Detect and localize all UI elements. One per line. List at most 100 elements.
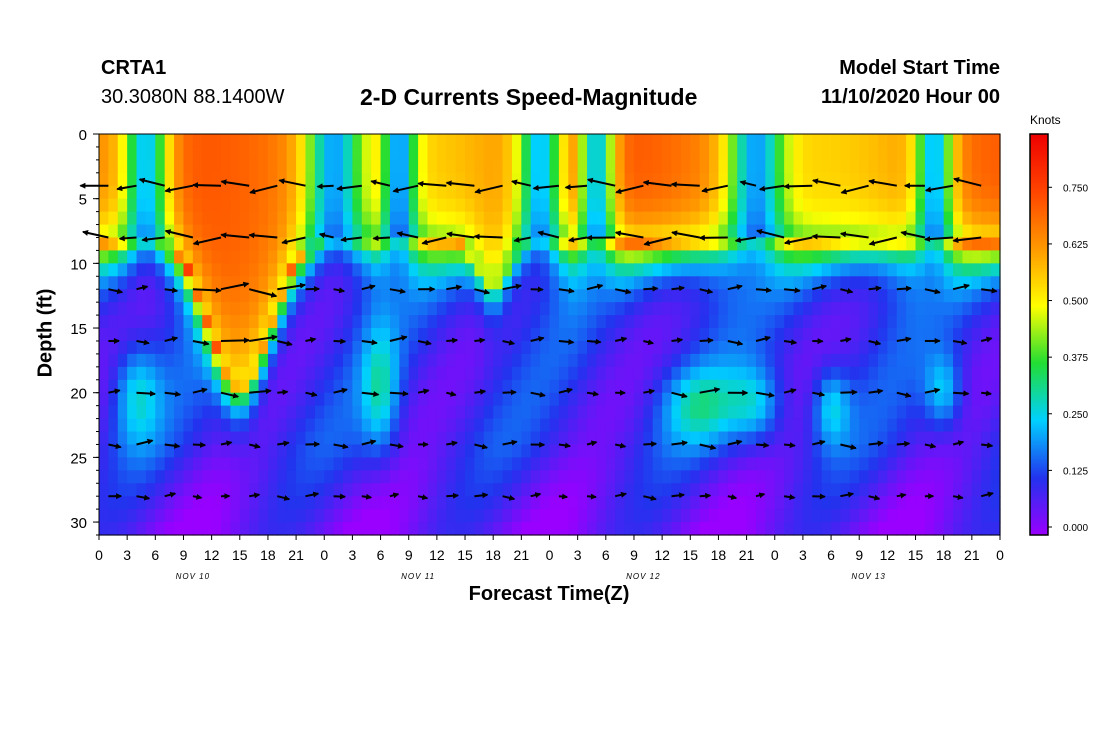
heatmap-cell — [249, 392, 260, 407]
heatmap-cell — [511, 185, 522, 200]
heatmap-cell — [286, 263, 297, 277]
heatmap-cell — [802, 522, 813, 536]
heatmap-cell — [971, 353, 982, 368]
current-arrow — [812, 439, 826, 446]
heatmap-cell — [108, 328, 119, 342]
heatmap-cell — [455, 250, 466, 264]
heatmap-cell — [671, 185, 682, 200]
heatmap-cell — [427, 392, 438, 407]
heatmap-cell — [164, 146, 175, 161]
heatmap-cell — [530, 392, 541, 407]
heatmap-cell — [877, 328, 888, 342]
heatmap-cell — [906, 470, 917, 484]
heatmap-cell — [784, 340, 795, 355]
heatmap-cell — [455, 418, 466, 433]
heatmap-cell — [868, 185, 879, 200]
current-arrow — [248, 232, 278, 239]
heatmap-cell — [662, 379, 673, 394]
heatmap-cell — [324, 522, 335, 536]
heatmap-cell — [643, 353, 654, 368]
heatmap-cell — [643, 328, 654, 342]
heatmap-cell — [418, 185, 429, 200]
heatmap-cell — [737, 379, 748, 394]
heatmap-cell — [868, 276, 879, 290]
heatmap-cell — [343, 496, 354, 510]
heatmap-cell — [117, 159, 128, 174]
heatmap-cell — [108, 366, 119, 381]
heatmap-cell — [859, 379, 870, 394]
heatmap-cell — [145, 379, 156, 394]
heatmap-cell — [136, 392, 147, 407]
heatmap-cell — [596, 444, 607, 458]
heatmap-cell — [389, 483, 400, 497]
current-arrow — [389, 442, 404, 449]
heatmap-cell — [530, 328, 541, 342]
heatmap-cell — [784, 405, 795, 420]
heatmap-cell — [371, 172, 382, 187]
heatmap-cell — [943, 366, 954, 381]
heatmap-cell — [793, 328, 804, 342]
heatmap-cell — [211, 418, 222, 433]
heatmap-cell — [446, 509, 457, 523]
heatmap-cell — [521, 302, 532, 316]
heatmap-cell — [605, 353, 616, 368]
heatmap-cell — [380, 418, 391, 433]
heatmap-cell — [774, 431, 785, 446]
heatmap-cell — [962, 431, 973, 446]
heatmap-cell — [746, 328, 757, 342]
heatmap-cell — [840, 159, 851, 174]
heatmap-cell — [821, 483, 832, 497]
heatmap-cell — [258, 134, 269, 148]
current-arrow — [643, 441, 658, 448]
heatmap-cell — [277, 522, 288, 536]
heatmap-cell — [699, 483, 710, 497]
heatmap-cell — [934, 431, 945, 446]
heatmap-cell — [915, 366, 926, 381]
heatmap-cell — [483, 302, 494, 316]
heatmap-cell — [849, 328, 860, 342]
heatmap-cell — [662, 289, 673, 303]
heatmap-cell — [399, 522, 410, 536]
heatmap-cell — [915, 379, 926, 394]
heatmap-cell — [99, 457, 109, 471]
heatmap-cell — [662, 418, 673, 433]
heatmap-cell — [906, 134, 917, 148]
heatmap-cell — [868, 496, 879, 510]
heatmap-cell — [249, 250, 260, 264]
heatmap-cell — [971, 146, 982, 161]
heatmap-cell — [211, 237, 222, 252]
heatmap-cell — [389, 172, 400, 187]
heatmap-cell — [831, 340, 842, 355]
heatmap-cell — [868, 146, 879, 161]
current-arrow — [530, 391, 546, 398]
heatmap-cell — [680, 522, 691, 536]
heatmap-cell — [774, 392, 785, 407]
heatmap-cell — [615, 134, 626, 148]
heatmap-cell — [709, 276, 720, 290]
heatmap-cell — [558, 457, 569, 471]
heatmap-cell — [361, 276, 372, 290]
heatmap-cell — [380, 159, 391, 174]
heatmap-cell — [727, 496, 738, 510]
heatmap-cell — [840, 328, 851, 342]
current-arrow — [615, 184, 644, 195]
heatmap-cell — [427, 250, 438, 264]
heatmap-cell — [305, 250, 316, 264]
heatmap-cell — [446, 340, 457, 355]
heatmap-cell — [727, 302, 738, 316]
heatmap-cell — [877, 263, 888, 277]
current-arrow — [389, 492, 400, 499]
heatmap-cell — [436, 522, 447, 536]
heatmap-cell — [502, 315, 513, 329]
heatmap-cell — [549, 146, 560, 161]
heatmap-cell — [183, 289, 194, 303]
heatmap-cell — [305, 172, 316, 187]
x-tick-label: 0 — [546, 547, 554, 563]
heatmap-cell — [746, 211, 757, 226]
heatmap-cell — [493, 198, 504, 213]
heatmap-cell — [211, 263, 222, 277]
heatmap-cell — [108, 276, 119, 290]
heatmap-cell — [727, 224, 738, 239]
heatmap-cell — [718, 276, 729, 290]
heatmap-cell — [324, 276, 335, 290]
